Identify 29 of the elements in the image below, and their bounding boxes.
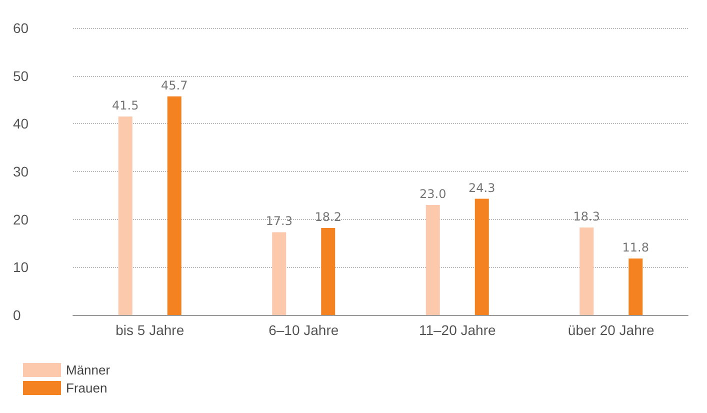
y-tick-label: 60 xyxy=(13,20,29,36)
data-label: 23.0 xyxy=(420,186,446,201)
data-label: 11.8 xyxy=(622,240,649,255)
legend-label: Männer xyxy=(66,362,111,378)
bar xyxy=(426,204,440,315)
bar xyxy=(628,258,643,315)
x-tick-label: bis 5 Jahre xyxy=(116,322,184,338)
y-tick-label: 30 xyxy=(13,164,29,180)
data-label: 18.2 xyxy=(314,210,342,224)
x-tick-label: über 20 Jahre xyxy=(568,322,655,338)
y-tick-label: 50 xyxy=(13,68,29,84)
bar xyxy=(321,228,336,315)
x-tick-label: 11–20 Jahre xyxy=(418,322,496,338)
x-tick-label: 6–10 Jahre xyxy=(268,322,339,338)
data-label: 18.3 xyxy=(573,209,600,224)
y-tick-label: 10 xyxy=(13,259,29,276)
data-label: 41.5 xyxy=(112,98,139,112)
data-label: 17.3 xyxy=(266,214,292,228)
bar xyxy=(167,96,182,315)
bar xyxy=(474,198,489,315)
bar xyxy=(272,232,286,315)
bar xyxy=(118,116,132,315)
legend-label: Frauen xyxy=(66,380,108,396)
data-label: 24.3 xyxy=(468,180,496,195)
bar xyxy=(580,227,594,315)
y-tick-label: 0 xyxy=(13,307,21,323)
y-tick-label: 20 xyxy=(13,211,29,228)
data-label: 45.7 xyxy=(161,78,188,92)
y-tick-label: 40 xyxy=(13,116,29,132)
